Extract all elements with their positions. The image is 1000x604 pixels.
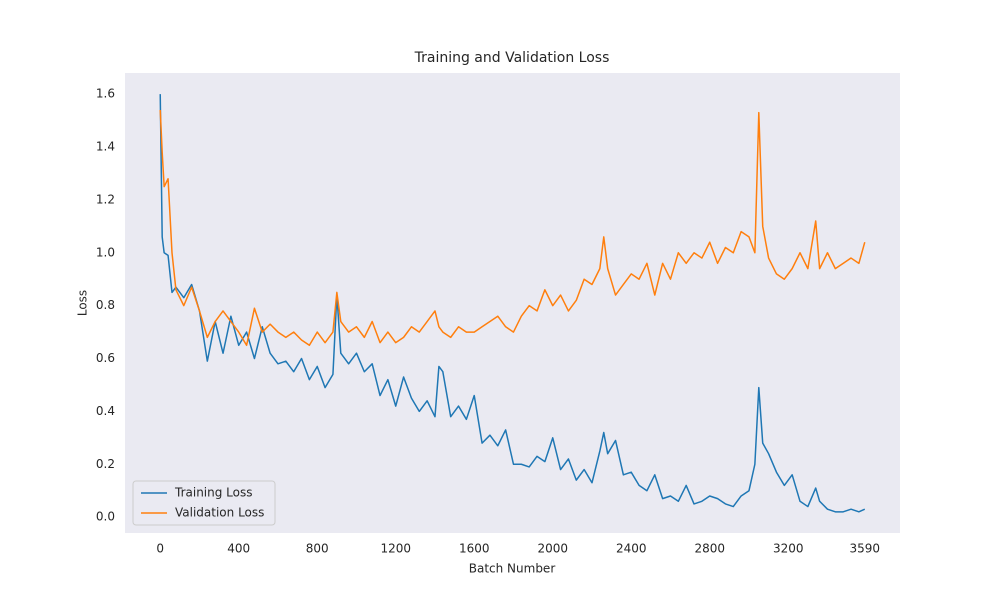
legend-label: Validation Loss <box>175 506 264 520</box>
y-tick-label: 1.2 <box>96 192 115 206</box>
x-tick-label: 1600 <box>459 542 490 556</box>
y-tick-label: 0.8 <box>96 298 115 312</box>
y-tick-label: 0.6 <box>96 351 115 365</box>
x-tick-label: 400 <box>227 542 250 556</box>
x-tick-label: 2400 <box>616 542 647 556</box>
x-tick-label: 2000 <box>537 542 568 556</box>
y-tick-label: 1.4 <box>96 140 115 154</box>
line-series <box>159 109 866 347</box>
y-tick-label: 1.6 <box>96 87 115 101</box>
line-series <box>159 94 866 513</box>
x-tick-label: 2800 <box>694 542 725 556</box>
y-tick-label: 0.2 <box>96 457 115 471</box>
y-tick-label: 1.0 <box>96 245 115 259</box>
y-tick-label: 0.4 <box>96 404 115 418</box>
x-tick-label: 3200 <box>773 542 804 556</box>
x-axis-label: Batch Number <box>469 562 556 576</box>
x-tick-label: 0 <box>156 542 164 556</box>
plot-area <box>125 73 900 533</box>
x-tick-label: 3590 <box>849 542 880 556</box>
x-tick-label: 1200 <box>380 542 411 556</box>
y-axis-label: Loss <box>76 290 90 316</box>
y-tick-label: 0.0 <box>96 510 115 524</box>
legend-label: Training Loss <box>174 486 252 500</box>
legend: Training Loss Validation Loss <box>132 480 276 526</box>
legend-box <box>132 480 276 526</box>
chart-title: Training and Validation Loss <box>414 50 610 66</box>
x-tick-label: 800 <box>306 542 329 556</box>
